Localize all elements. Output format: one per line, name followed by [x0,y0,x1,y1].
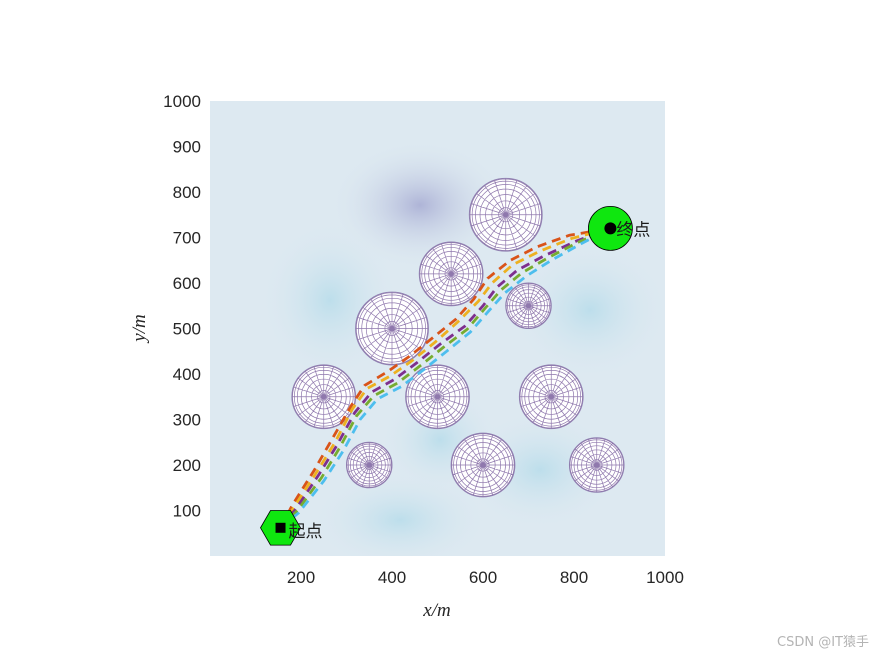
obstacles [291,177,625,498]
obstacle-mesh [451,433,515,497]
y-tick-label: 1000 [163,92,201,111]
x-tick-label: 200 [287,568,315,587]
series-line [279,227,612,529]
series-line [279,227,611,529]
obstacle [568,437,625,493]
obstacle [468,177,543,252]
x-axis-ticks: 200 400 600 800 1000 [287,568,684,587]
y-tick-label: 100 [173,502,201,521]
obstacle [418,241,484,307]
markers: 起点 终点 [260,205,650,546]
obstacle-mesh [469,178,543,252]
obstacle [518,364,584,430]
y-tick-label: 300 [173,411,201,430]
y-tick-label: 900 [173,138,201,157]
goal-point [604,222,617,235]
paths [279,227,612,529]
x-tick-label: 1000 [646,568,684,587]
obstacle-mesh [405,364,470,429]
obstacle [405,364,470,430]
y-tick-label: 500 [173,320,201,339]
x-tick-label: 600 [469,568,497,587]
obstacle-mesh [505,283,552,329]
watermark: CSDN @IT猿手 [777,635,869,650]
series-line [279,227,611,529]
x-tick-label: 800 [560,568,588,587]
obstacle [355,291,429,366]
y-tick-label: 200 [173,456,201,475]
obstacle-mesh [519,364,584,429]
y-tick-label: 600 [173,274,201,293]
obstacle-mesh [569,437,625,493]
obstacle-mesh [291,364,356,429]
y-tick-label: 800 [173,183,201,202]
y-tick-label: 700 [173,229,201,248]
terrain-surface [210,101,665,556]
y-tick-label: 400 [173,365,201,384]
y-axis-label: y/m [129,314,150,343]
goal-label: 终点 [616,220,650,240]
series-line [279,227,611,529]
obstacle-mesh [355,292,429,365]
obstacle [450,432,516,498]
obstacle [505,282,552,329]
x-axis-label: x/m [422,600,450,621]
start-point [275,522,286,533]
obstacle [346,441,393,489]
y-axis-ticks: 100 200 300 400 500 600 700 800 900 1000 [163,92,201,521]
x-tick-label: 400 [378,568,406,587]
obstacle-mesh [346,442,392,488]
obstacle-mesh [419,242,483,306]
start-label: 起点 [289,522,323,542]
